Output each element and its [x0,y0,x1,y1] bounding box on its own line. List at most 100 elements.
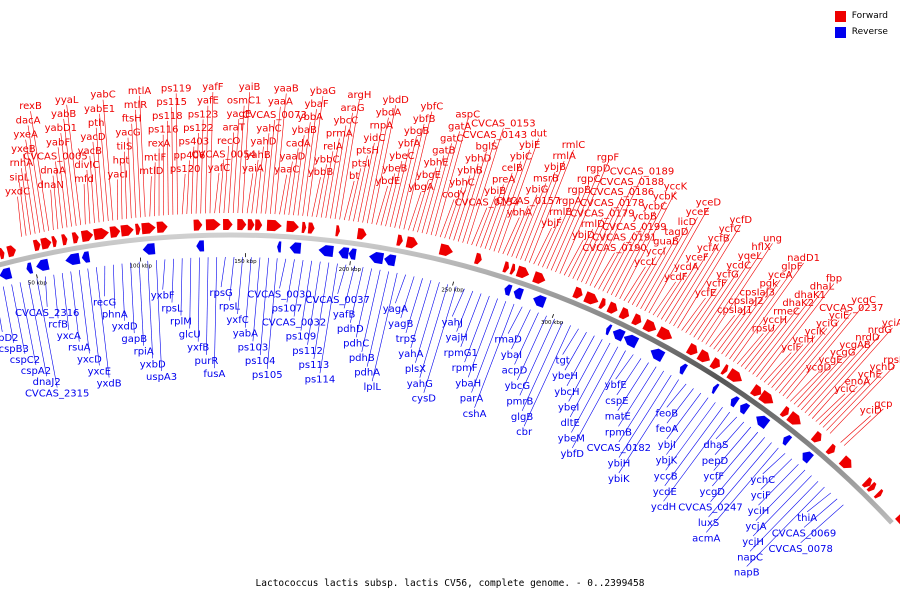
reverse-label-line [618,370,664,443]
forward-label-line [615,201,666,298]
gene-label: yciG [816,318,838,329]
forward-label-line [380,173,396,226]
gene-label: lplL [363,382,381,393]
gene-label: pdhC [343,338,369,349]
forward-label-line [713,306,747,350]
gene-label: gatB [432,145,455,156]
reverse-gene-arrow [802,451,814,464]
forward-label-line [55,161,63,229]
gene-label: yciF [781,343,801,354]
reverse-label-line [53,274,59,319]
forward-label-line [102,99,114,221]
gene-label: pth [88,118,105,129]
reverse-gene-arrow [711,383,720,394]
reverse-label-line [423,286,457,393]
forward-label-line [131,123,137,218]
forward-label-line [493,149,530,252]
legend-forward: Forward [834,8,888,24]
forward-label-line [426,143,452,235]
gene-label: ycgG [830,347,856,358]
forward-label-line [740,324,776,367]
reverse-label-line [803,498,838,528]
scale-ticks: 50 kbp 100 kbp 150 kbp 200 kbp 250 kbp 300 kb… [28,253,564,326]
reverse-label-line [78,269,90,354]
reverse-label-line [293,259,304,317]
forward-label-line [665,252,709,322]
gene-label: rmlD [581,219,605,230]
forward-label-line [205,105,209,214]
forward-label-line [555,173,599,273]
forward-label-line [297,122,311,216]
forward-label-line [274,93,287,215]
reverse-label-line [2,286,15,343]
gene-label: CVCAS_0237 [819,303,883,314]
gene-label: ycdC [726,260,751,271]
gene-label: rexA [148,139,171,150]
forward-label-line [398,123,425,229]
forward-label-line [520,171,556,260]
forward-label-line [86,169,91,224]
gene-label: dnaA [40,166,66,177]
gene-label: yccH [763,315,787,326]
gene-label: yccB [654,471,678,482]
gene-label: ybaI [501,350,522,361]
gene-label: trpS [396,334,417,345]
forward-label-line [417,167,437,233]
forward-gene-arrow [758,389,774,404]
reverse-label-line [121,263,125,321]
gene-label: cbr [516,427,533,438]
gene-label: ps112 [292,346,323,357]
gene-label: ps122 [183,123,214,134]
reverse-label-line [95,267,110,378]
map-caption: Lactococcus lactis subsp. lactis CV56, c… [255,578,645,589]
gene-label: yciA [882,318,900,329]
gene-label: yahD [250,137,276,148]
forward-label-line [366,117,389,224]
forward-label-line [511,194,538,257]
gene-label: codY [442,189,467,200]
gene-label: yaaC [274,165,299,176]
forward-label-line [515,183,547,259]
gene-label: yciC [834,384,855,395]
gene-label: ycfB [708,234,730,245]
forward-label-line [581,197,623,283]
reverse-label-line [171,258,174,303]
gene-label: ycfF [703,471,724,482]
reverse-label-line [220,256,226,288]
gene-label: yyaL [55,95,79,106]
forward-label-line [448,175,471,240]
reverse-gene-arrow [623,334,640,349]
forward-label-line [681,297,706,331]
forward-gene-arrow [356,227,367,240]
reverse-gene-arrow [338,247,350,259]
reverse-label-line [371,272,398,382]
forward-label-line [767,344,804,386]
gene-label: rmlB [549,207,572,218]
gene-label: ycfC [719,224,741,235]
gene-label: ybfC [420,102,443,113]
gene-label: yxdC [5,187,30,198]
forward-label-line [631,246,667,305]
gene-label: ybeI [558,402,579,413]
reverse-label-line [307,261,321,345]
gene-label: ybeM [558,434,585,445]
forward-label-line [598,242,625,290]
gene-label: yafF [202,82,224,93]
forward-gene-arrow [749,384,762,397]
forward-label-line [99,113,109,222]
reverse-label-line [568,339,603,402]
reverse-label-line [0,316,3,333]
scale-tick-label: 250 kbp [441,288,464,294]
reverse-label-line [162,259,166,290]
scale-tick-label: 300 kbp [541,320,564,326]
forward-gene-arrow [6,245,16,258]
gene-label: ycgD [806,363,832,374]
forward-gene-arrow [61,234,68,246]
gene-label: ycjH [742,537,764,548]
forward-gene-arrow [509,263,516,275]
forward-label-line [288,148,299,215]
forward-label-line [546,194,580,269]
gene-label: yajH [445,333,467,344]
forward-label-line [320,151,334,218]
gene-label: yahB [245,150,270,161]
